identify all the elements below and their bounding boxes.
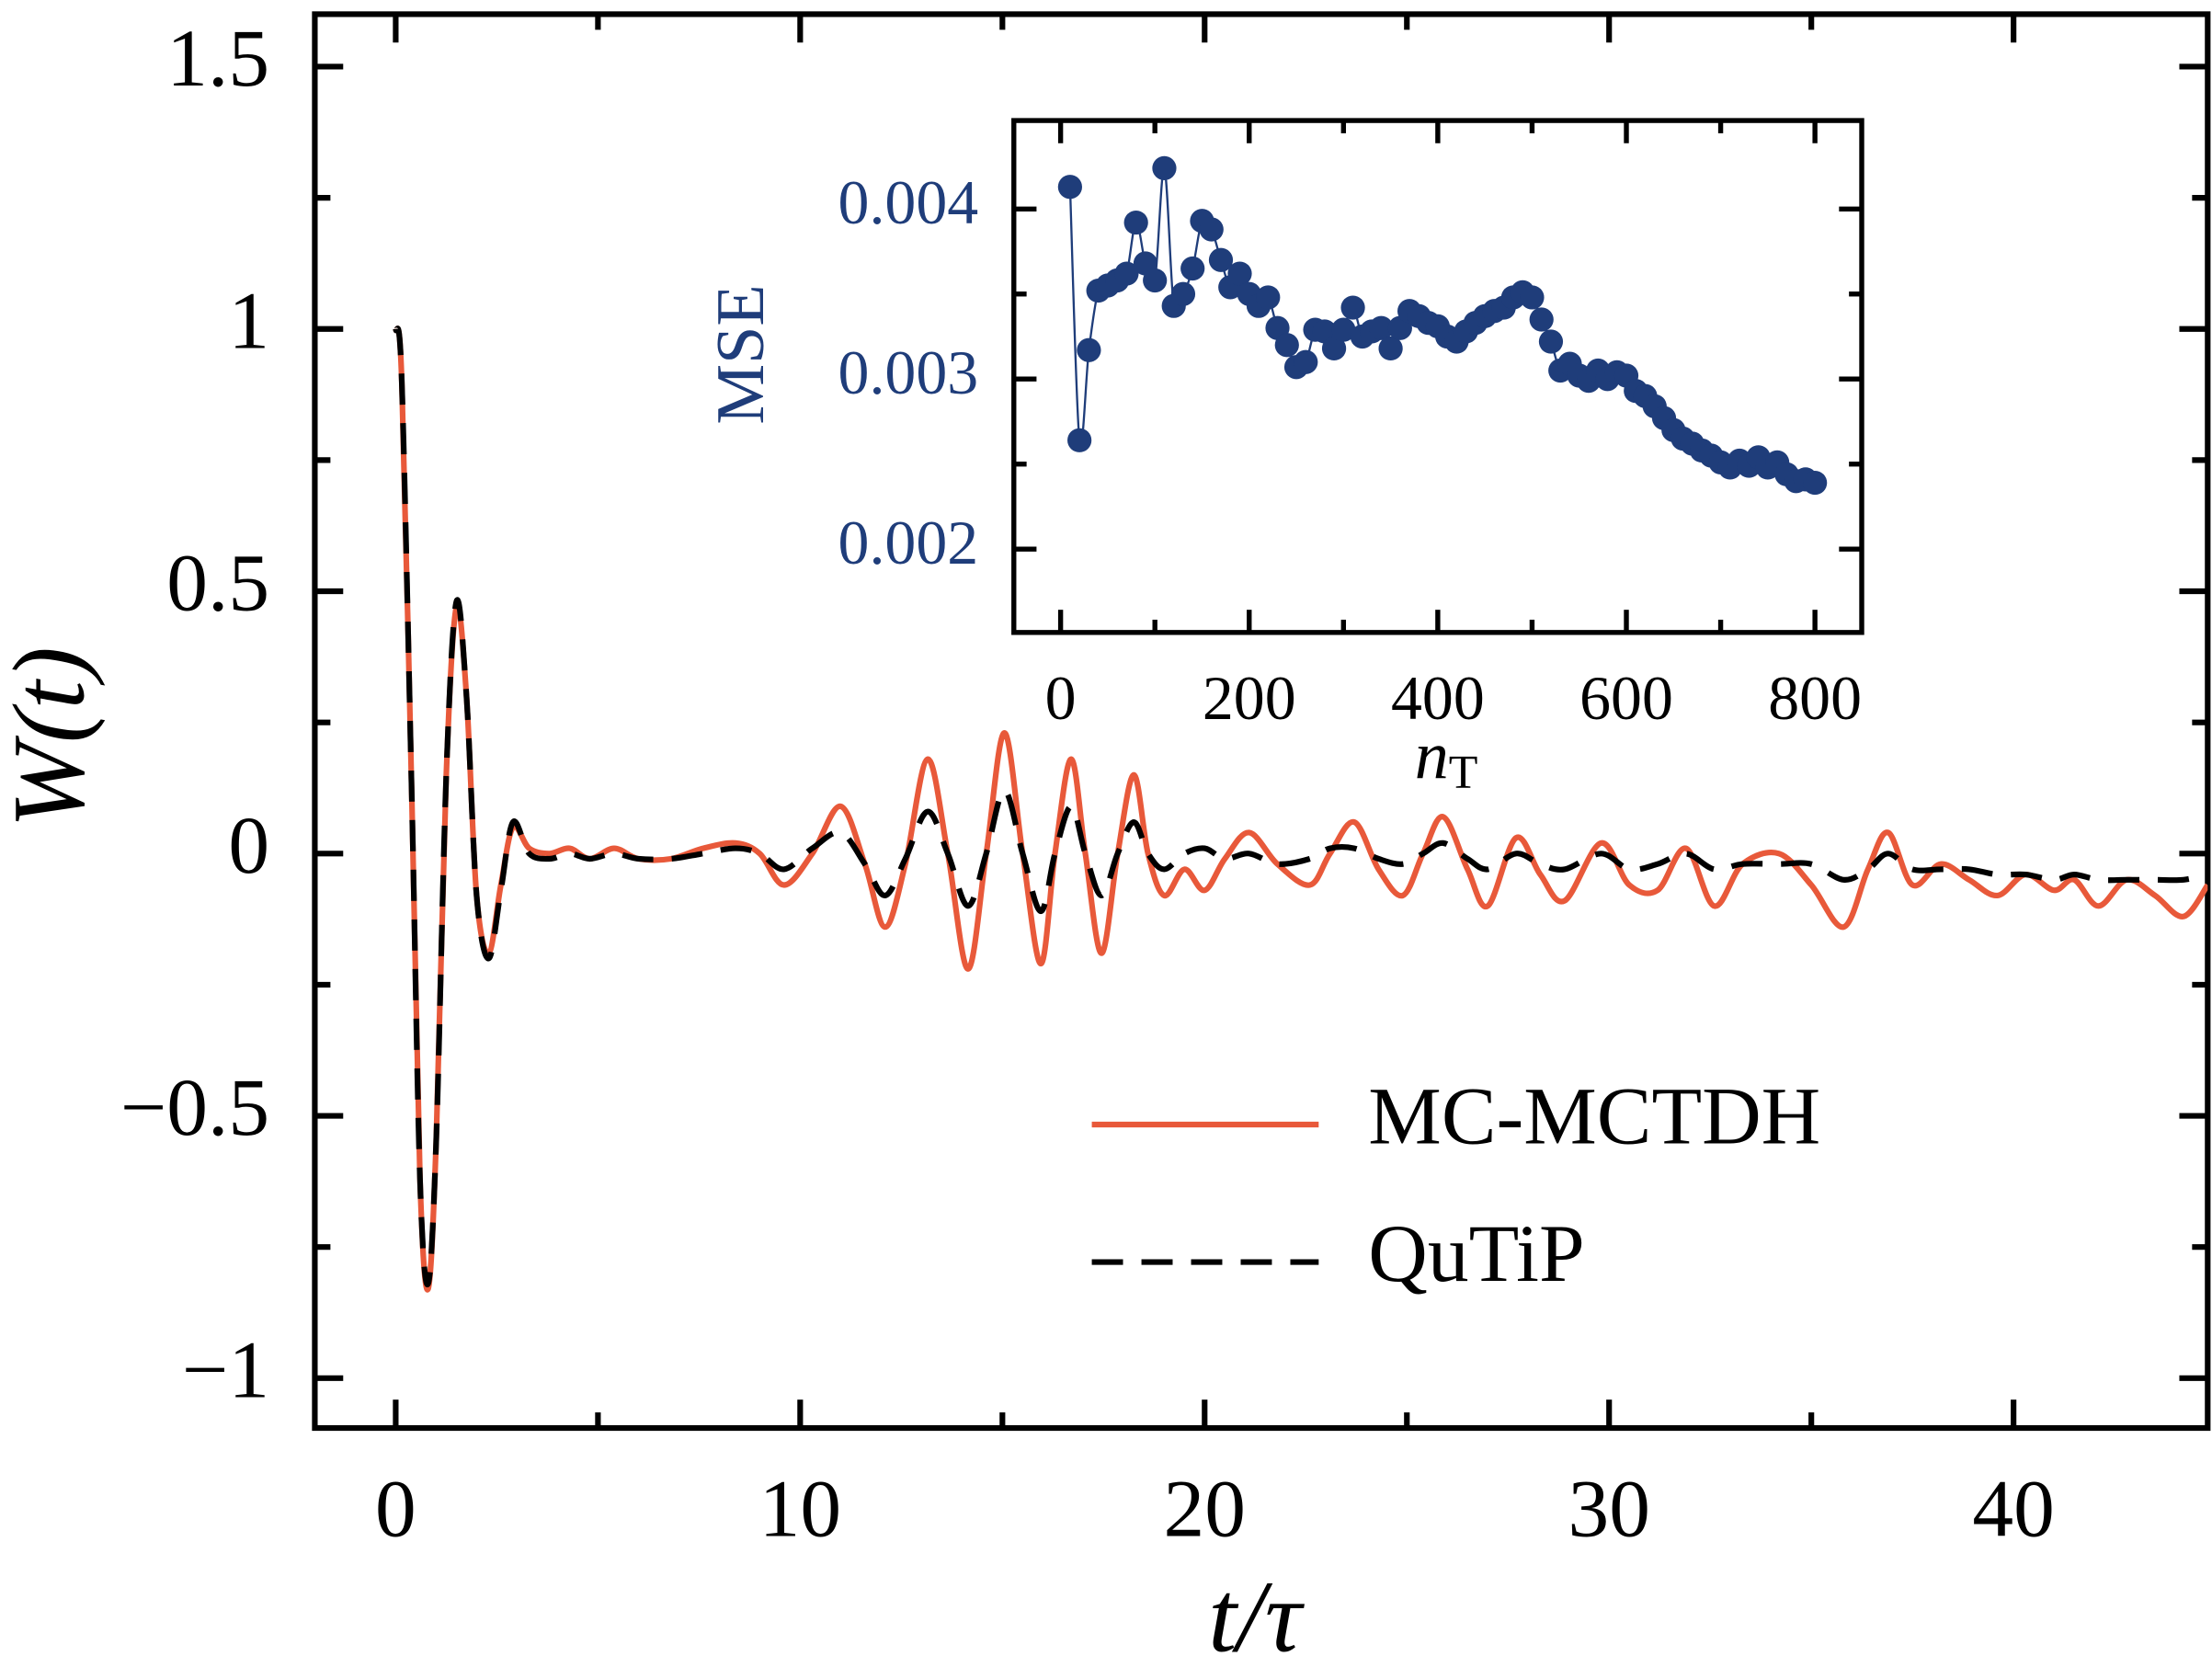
y-axis-label: W(t) [0,646,106,828]
data-line [393,326,2208,1288]
y-tick-label: 1 [228,275,269,366]
y-tick-label: −0.5 [120,1062,269,1153]
data-point [1067,428,1092,452]
data-point [1143,268,1168,293]
x-axis-label-main: n [1415,719,1449,794]
y-tick-label: −1 [182,1324,269,1415]
data-point [1331,317,1356,342]
legend-label: QuTiP [1368,1208,1584,1299]
data-point [1170,281,1196,306]
legend-label: MC-MCTDH [1368,1071,1820,1162]
x-tick-label: 800 [1768,664,1862,733]
data-point [1077,337,1101,362]
x-tick-label: 30 [1568,1464,1649,1555]
data-point [1123,210,1148,235]
data-point [1803,470,1828,496]
chart-1: 0 200 400 600 800 0.002 0.003 0.004 nT MSE [703,118,1864,799]
data-point [1340,295,1365,320]
x-tick-label: 600 [1579,664,1673,733]
data-point [1152,155,1177,180]
x-tick-label: 10 [759,1464,841,1555]
x-tick-label: 0 [375,1464,416,1555]
data-point [1199,217,1224,242]
x-axis-label-sub: T [1449,747,1478,799]
data-point [1538,329,1564,354]
data-point [1378,336,1403,361]
plot-frame [1011,118,1864,635]
y-tick-label: 1.5 [166,13,269,104]
x-tick-label: 200 [1203,664,1296,733]
data-point [1294,349,1318,374]
x-axis-label: t/τ [1208,1561,1306,1674]
data-point [1369,315,1394,340]
data-point [1274,333,1299,358]
x-tick-label: 20 [1164,1464,1246,1555]
data-point [1208,247,1234,272]
data-point [1520,285,1545,310]
y-tick-label: 0 [228,800,269,891]
x-tick-label: 40 [1972,1464,2054,1555]
x-axis-label: nT [1415,719,1478,799]
x-tick-label: 400 [1391,664,1485,733]
y-tick-label: 0.5 [166,538,269,629]
data-point [1321,336,1347,361]
data-point [1180,256,1205,281]
x-axis-label-main: t/τ [1208,1561,1306,1674]
data-point [1057,175,1082,200]
data-point [1529,307,1554,332]
y-tick-label: 0.003 [838,338,979,407]
data-point [1256,285,1281,310]
y-axis-label: MSE [703,284,779,424]
x-tick-label: 0 [1045,664,1077,733]
data-point [1227,261,1252,286]
y-tick-label: 0.002 [838,508,979,577]
y-tick-label: 0.004 [838,168,979,237]
data-point [1114,261,1139,286]
